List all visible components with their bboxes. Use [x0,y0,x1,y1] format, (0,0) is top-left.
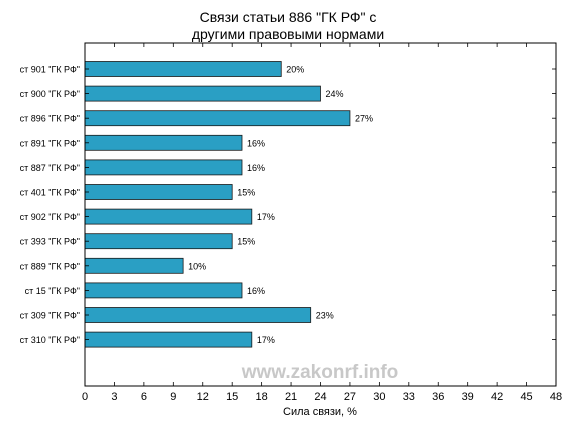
x-axis-label: Сила связи, % [283,406,357,418]
bar-value-label: 16% [247,163,265,173]
category-label: ст 900 "ГК РФ" [20,89,80,99]
x-tick-label: 33 [403,391,415,403]
bar-value-label: 20% [286,65,304,75]
bar [84,257,184,274]
watermark: www.zakonrf.info [241,362,399,383]
bar-value-label: 23% [316,311,334,321]
chart-title-line-2: другими правовыми нормами [191,26,385,42]
x-tick-label: 45 [520,391,532,403]
bar [84,307,312,323]
bar [84,61,282,77]
x-tick-label: 0 [82,391,88,403]
x-tick-label: 18 [256,391,268,403]
bar [84,85,321,102]
category-label: ст 889 "ГК РФ" [20,261,80,271]
bar-value-label: 10% [188,261,206,271]
bar-value-label: 17% [257,335,275,345]
bar [84,134,243,151]
bar [84,208,253,225]
x-tick-label: 12 [197,391,209,403]
bar-value-label: 15% [237,188,255,198]
x-tick-label: 30 [373,391,385,403]
category-label: ст 891 "ГК РФ" [20,138,80,148]
category-label: ст 15 "ГК РФ" [25,286,80,296]
category-label: ст 401 "ГК РФ" [20,188,80,198]
bar [84,159,243,176]
x-tick-label: 24 [314,391,326,403]
category-label: ст 901 "ГК РФ" [20,65,80,75]
category-label: ст 393 "ГК РФ" [20,237,80,247]
bar-value-label: 16% [247,286,265,296]
x-tick-label: 39 [462,391,474,403]
bar [84,282,243,299]
bar-value-label: 16% [247,138,265,148]
x-tick-label: 3 [111,391,117,403]
bar [84,331,253,348]
x-tick-label: 21 [285,391,297,403]
bar [84,233,233,250]
x-tick-label: 36 [432,391,444,403]
category-label: ст 310 "ГК РФ" [20,335,80,345]
category-label: ст 902 "ГК РФ" [20,212,80,222]
bar-value-label: 15% [237,237,255,247]
x-tick-label: 42 [491,391,503,403]
category-label: ст 309 "ГК РФ" [20,311,80,321]
x-tick-label: 6 [141,391,147,403]
chart-title-line-1: Связи статьи 886 "ГК РФ" с [199,9,377,25]
category-label: ст 887 "ГК РФ" [20,163,80,173]
bar-value-label: 24% [326,89,344,99]
x-tick-label: 48 [550,391,562,403]
category-label: ст 896 "ГК РФ" [20,114,80,124]
bar-value-label: 17% [257,212,275,222]
bar [84,110,351,127]
bar [84,184,233,200]
x-tick-label: 15 [226,391,238,403]
bar-value-label: 27% [355,114,373,124]
x-tick-label: 9 [170,391,176,403]
x-tick-label: 27 [344,391,356,403]
